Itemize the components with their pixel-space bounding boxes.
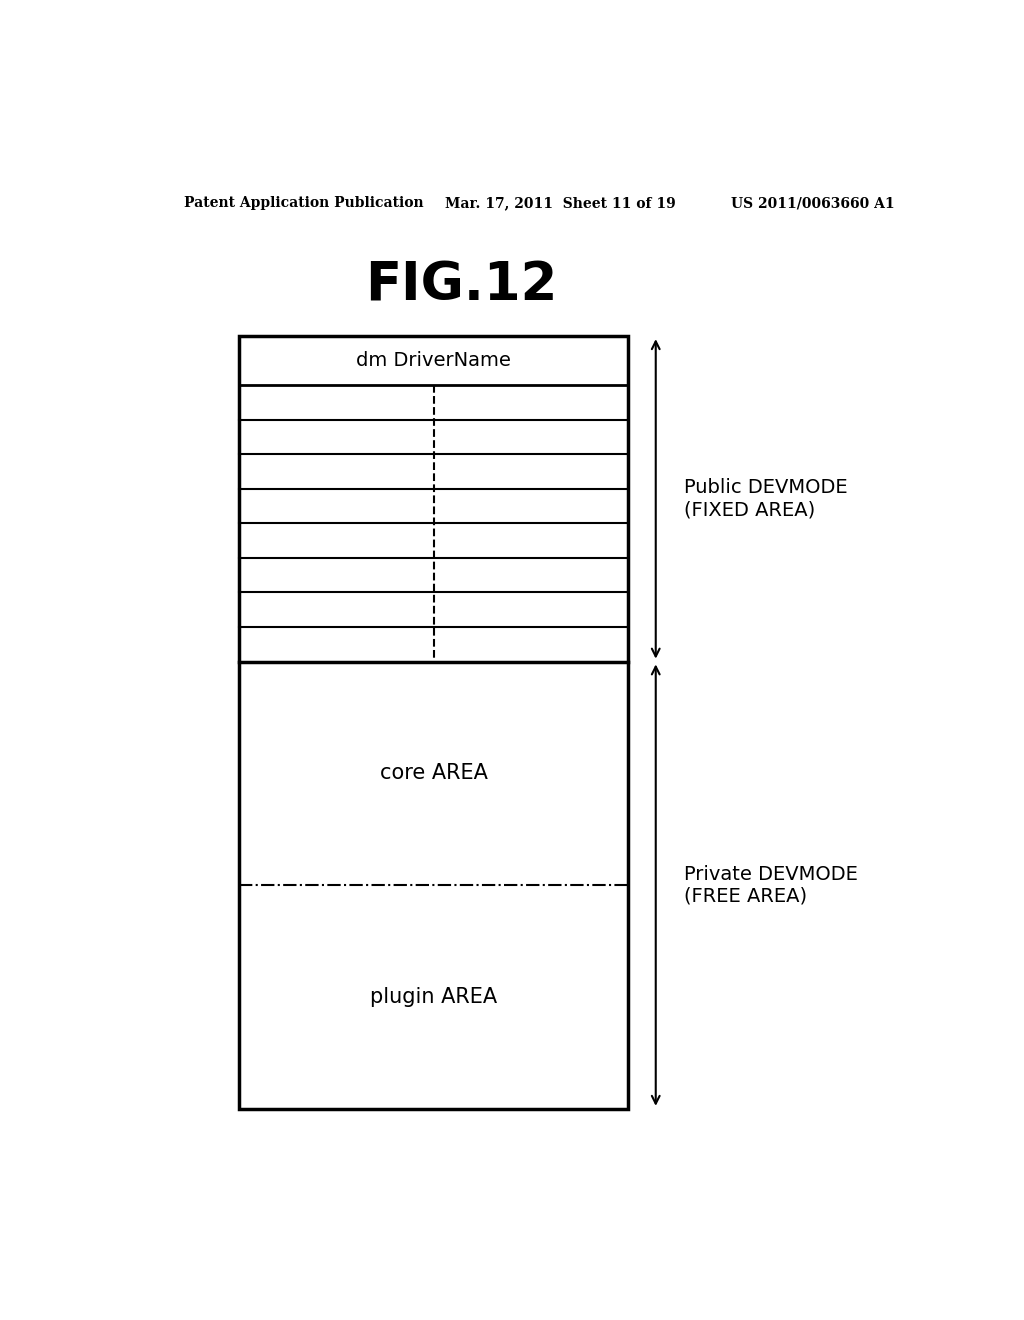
Text: dm DriverName: dm DriverName	[356, 351, 511, 370]
Text: plugin AREA: plugin AREA	[370, 987, 497, 1007]
Text: Private DEVMODE
(FREE AREA): Private DEVMODE (FREE AREA)	[684, 865, 857, 906]
Text: FIG.12: FIG.12	[366, 260, 557, 312]
Text: core AREA: core AREA	[380, 763, 487, 783]
Bar	[240, 337, 628, 1109]
Text: Patent Application Publication: Patent Application Publication	[183, 197, 423, 210]
Text: Mar. 17, 2011  Sheet 11 of 19: Mar. 17, 2011 Sheet 11 of 19	[445, 197, 676, 210]
Text: US 2011/0063660 A1: US 2011/0063660 A1	[731, 197, 895, 210]
Text: Public DEVMODE
(FIXED AREA): Public DEVMODE (FIXED AREA)	[684, 478, 847, 519]
